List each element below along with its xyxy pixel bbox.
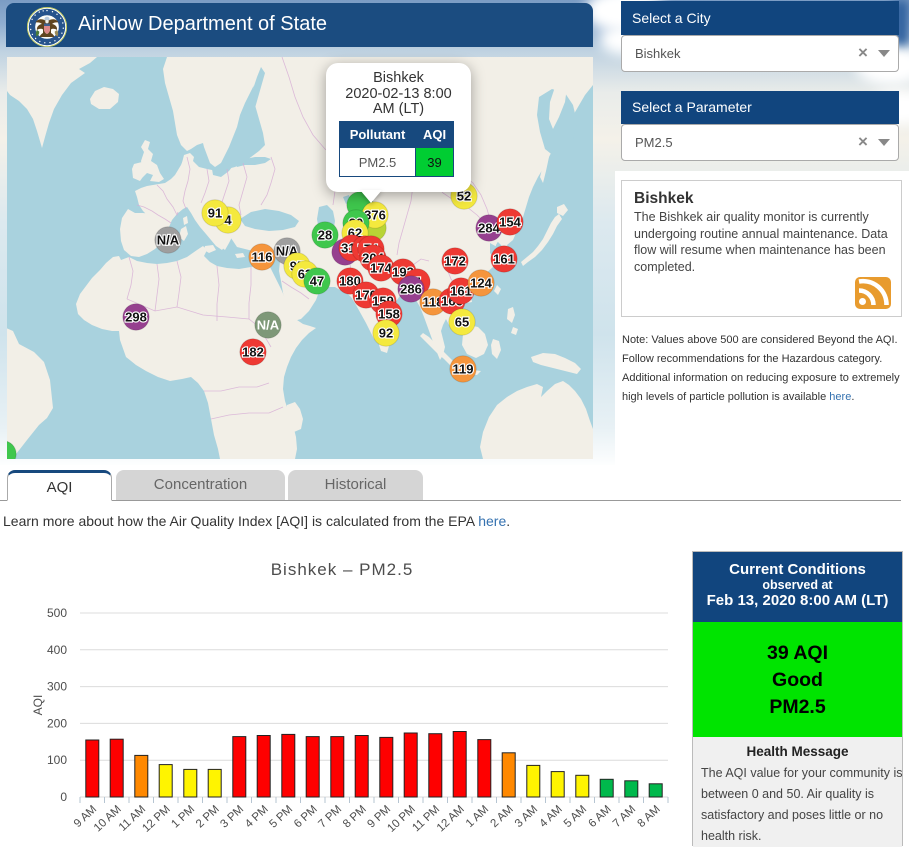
svg-text:4 PM: 4 PM xyxy=(243,803,271,830)
svg-text:N/A: N/A xyxy=(257,318,280,333)
svg-text:286: 286 xyxy=(400,282,422,297)
svg-text:182: 182 xyxy=(242,345,264,360)
svg-text:4 AM: 4 AM xyxy=(537,803,564,830)
svg-text:200: 200 xyxy=(47,716,67,730)
svg-text:N/A: N/A xyxy=(157,233,180,248)
svg-text:500: 500 xyxy=(47,606,67,620)
svg-text:172: 172 xyxy=(444,254,466,269)
svg-text:118: 118 xyxy=(423,295,444,310)
svg-text:Bishkek – PM2.5: Bishkek – PM2.5 xyxy=(271,560,414,579)
svg-text:154: 154 xyxy=(499,215,521,230)
svg-text:3 PM: 3 PM xyxy=(218,803,246,830)
svg-text:7 PM: 7 PM xyxy=(316,803,344,830)
svg-text:65: 65 xyxy=(455,315,469,330)
svg-text:180: 180 xyxy=(339,274,361,289)
svg-text:6 AM: 6 AM xyxy=(586,803,613,830)
svg-text:92: 92 xyxy=(379,326,393,341)
svg-text:8 AM: 8 AM xyxy=(635,803,662,830)
svg-text:174: 174 xyxy=(370,261,392,276)
svg-text:376: 376 xyxy=(364,208,386,223)
svg-text:10 AM: 10 AM xyxy=(92,803,124,834)
svg-text:1 AM: 1 AM xyxy=(464,803,491,830)
svg-text:161: 161 xyxy=(493,252,515,267)
svg-text:6 PM: 6 PM xyxy=(292,803,320,830)
svg-text:119: 119 xyxy=(453,362,474,377)
svg-text:12 PM: 12 PM xyxy=(140,803,173,834)
svg-text:2 AM: 2 AM xyxy=(488,803,515,830)
svg-text:124: 124 xyxy=(470,276,492,291)
svg-text:400: 400 xyxy=(47,643,67,657)
svg-text:116: 116 xyxy=(252,250,273,265)
svg-text:5 AM: 5 AM xyxy=(562,803,589,830)
svg-text:161: 161 xyxy=(450,284,472,299)
svg-text:8 PM: 8 PM xyxy=(341,803,369,830)
svg-text:100: 100 xyxy=(47,753,67,767)
svg-text:47: 47 xyxy=(310,274,324,289)
svg-text:12 AM: 12 AM xyxy=(435,803,467,834)
svg-text:3 AM: 3 AM xyxy=(513,803,540,830)
svg-text:7 AM: 7 AM xyxy=(611,803,638,830)
svg-text:28: 28 xyxy=(318,228,332,243)
svg-text:158: 158 xyxy=(378,307,400,322)
svg-text:2 PM: 2 PM xyxy=(194,803,222,830)
svg-text:284: 284 xyxy=(478,221,500,236)
svg-text:0: 0 xyxy=(60,790,67,804)
svg-text:AQI: AQI xyxy=(31,695,45,716)
svg-text:298: 298 xyxy=(125,310,147,325)
svg-text:10 PM: 10 PM xyxy=(385,803,418,834)
svg-text:1 PM: 1 PM xyxy=(169,803,197,830)
svg-text:4: 4 xyxy=(224,213,232,228)
svg-text:300: 300 xyxy=(47,680,67,694)
svg-text:5 PM: 5 PM xyxy=(267,803,295,830)
svg-text:91: 91 xyxy=(208,206,222,221)
